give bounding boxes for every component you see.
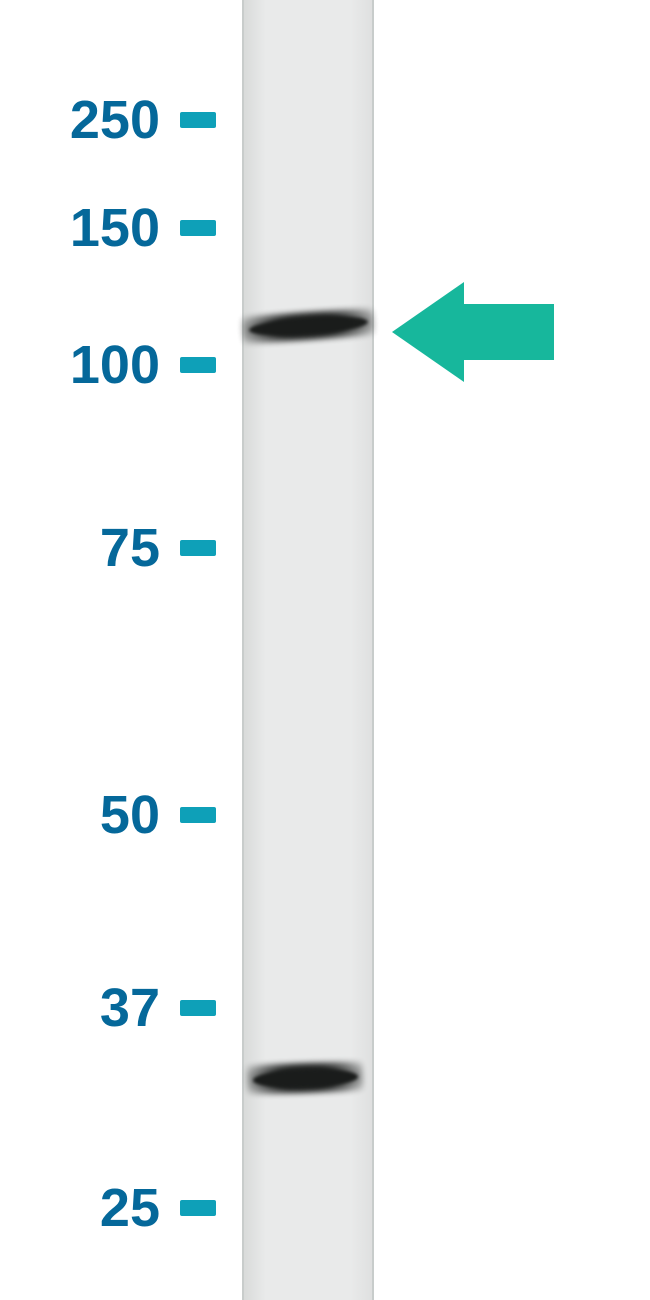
mw-marker-label-150: 150 [0,197,160,259]
mw-marker-label-50: 50 [0,784,160,846]
mw-marker-label-37: 37 [0,977,160,1039]
mw-marker-tick-250 [180,112,216,128]
indicator-arrow [392,282,554,382]
lane-background [242,0,374,1300]
mw-marker-tick-75 [180,540,216,556]
mw-marker-tick-150 [180,220,216,236]
lane-border-left [242,0,244,1300]
lane-border-right [372,0,374,1300]
mw-marker-label-25: 25 [0,1177,160,1239]
mw-marker-label-75: 75 [0,517,160,579]
mw-marker-label-100: 100 [0,334,160,396]
mw-marker-tick-25 [180,1200,216,1216]
arrow-tail [464,304,554,360]
mw-marker-label-250: 250 [0,89,160,151]
mw-marker-tick-37 [180,1000,216,1016]
blot-lane [242,0,374,1300]
western-blot-figure: 250 150 100 75 50 37 25 [0,0,650,1300]
mw-marker-tick-50 [180,807,216,823]
mw-marker-tick-100 [180,357,216,373]
arrow-head-icon [392,282,464,382]
